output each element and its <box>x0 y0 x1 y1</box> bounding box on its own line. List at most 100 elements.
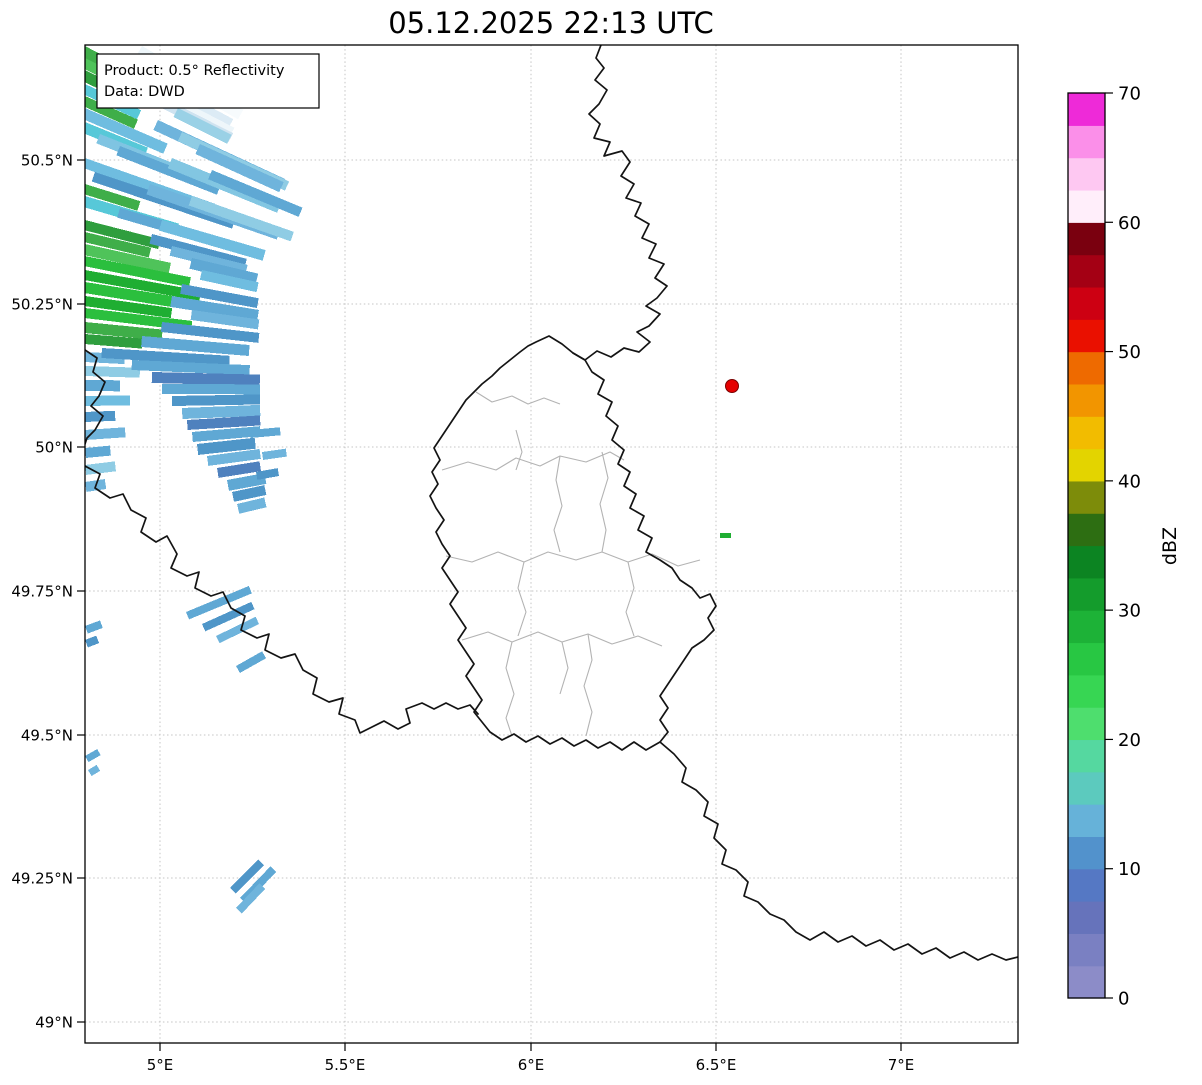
canton-border <box>517 561 527 637</box>
radar-echo <box>131 360 250 376</box>
colorbar-cell <box>1068 901 1105 934</box>
radar-echo <box>197 437 256 455</box>
canton-border <box>441 451 625 471</box>
radar-echo <box>208 170 303 217</box>
colorbar-cell <box>1068 707 1105 741</box>
canton-border <box>583 633 593 737</box>
radar-echo <box>85 282 182 309</box>
colorbar-cell <box>1068 351 1105 385</box>
radar-echo <box>227 473 267 491</box>
colorbar-axis-label: dBZ <box>1159 527 1181 565</box>
radar-echo <box>85 461 116 475</box>
colorbar-cell <box>1068 480 1105 514</box>
map-border-layer <box>85 45 1018 961</box>
colorbar-cell <box>1068 125 1105 159</box>
colorbar-frame <box>1067 92 1106 999</box>
radar-echo <box>116 146 221 195</box>
colorbar-cell <box>1068 642 1105 676</box>
y-axis-tick-label: 49°N <box>35 1014 73 1032</box>
colorbar-cell <box>1068 254 1105 288</box>
canton-border <box>599 451 609 553</box>
radar-echo <box>237 497 267 514</box>
radar-echo <box>158 220 266 261</box>
radar-echo <box>195 144 284 193</box>
y-axis-tick-label: 50°N <box>35 439 73 457</box>
radar-echo <box>85 322 163 341</box>
radar-echo <box>250 427 281 438</box>
radar-echo <box>186 585 252 620</box>
colorbar-cell <box>1068 286 1105 320</box>
plot-background <box>85 45 1018 1043</box>
colorbar-cell <box>1068 771 1105 805</box>
canton-border <box>505 641 515 737</box>
radar-echo <box>91 171 236 229</box>
radar-echo <box>262 448 287 460</box>
y-axis-tick-label: 49.5°N <box>21 727 73 745</box>
colorbar: 0 10 20 30 40 50 60 70 <box>1067 84 1141 1010</box>
radar-echo <box>85 366 140 378</box>
radar-echo <box>85 749 101 763</box>
radar-echo <box>85 270 202 301</box>
colorbar-cell <box>1068 933 1105 967</box>
radar-echo <box>236 883 266 914</box>
colorbar-cell <box>1068 189 1105 223</box>
colorbar-tick-label: 50 <box>1118 342 1141 363</box>
canton-border <box>445 551 701 567</box>
radar-echo <box>85 183 141 211</box>
radar-echo <box>85 445 111 458</box>
radar-echo <box>85 108 168 154</box>
radar-echo <box>189 258 259 285</box>
radar-echo <box>217 461 262 478</box>
radar-echo <box>85 410 116 422</box>
colorbar-tick-label: 20 <box>1118 730 1141 751</box>
colorbar-cell <box>1068 448 1105 482</box>
radar-echo <box>170 296 259 321</box>
y-axis-tick-label: 50.25°N <box>11 296 73 314</box>
radar-echo <box>85 296 173 319</box>
y-axis-tick-label: 49.75°N <box>11 583 73 601</box>
radar-echo <box>215 616 260 644</box>
radar-echo <box>88 764 101 777</box>
x-axis-tick-label: 5.5°E <box>325 1056 366 1074</box>
border-germany-belgium <box>572 45 668 361</box>
radar-echo <box>101 348 230 366</box>
radar-echo <box>85 256 191 288</box>
radar-echo <box>161 383 260 395</box>
radar-echo <box>173 108 232 144</box>
radar-echo <box>181 404 261 419</box>
radar-echo <box>85 334 143 349</box>
y-axis-tick-label: 49.25°N <box>11 870 73 888</box>
colorbar-cell <box>1068 577 1105 611</box>
x-axis-tick-label: 5°E <box>147 1056 174 1074</box>
colorbar-cell <box>1068 610 1105 644</box>
radar-echo <box>85 220 161 250</box>
radar-echo <box>207 448 261 466</box>
colorbar-tick-label: 60 <box>1118 213 1141 234</box>
colorbar-tick-label: 40 <box>1118 471 1141 492</box>
canton-border <box>625 561 635 637</box>
colorbar-cell <box>1068 674 1105 708</box>
radar-echo <box>231 485 267 502</box>
radar-echo <box>190 310 260 330</box>
radar-echo <box>85 380 120 392</box>
radar-echo <box>160 322 260 343</box>
radar-echo <box>199 270 259 293</box>
colorbar-cell <box>1068 836 1105 870</box>
radar-echo <box>188 196 294 242</box>
colorbar-cell <box>1068 319 1105 353</box>
x-axis-tick-label: 6°E <box>518 1056 545 1074</box>
colorbar-tick-label: 10 <box>1118 859 1141 880</box>
plot-frame <box>84 44 1019 1044</box>
radar-echo <box>230 859 264 894</box>
canton-border <box>553 455 563 553</box>
info-source-label: Data: DWD <box>104 84 185 100</box>
radar-echo <box>256 468 280 480</box>
radar-echo <box>235 651 267 673</box>
info-product-label: Product: 0.5° Reflectivity <box>104 63 285 79</box>
radar-echo <box>85 244 171 274</box>
info-box: Product: 0.5° Reflectivity Data: DWD <box>96 53 320 109</box>
figure-title: 05.12.2025 22:13 UTC <box>388 6 714 40</box>
radar-site-marker <box>725 379 739 393</box>
colorbar-cell <box>1068 93 1105 126</box>
border-france-belgium <box>85 465 479 734</box>
